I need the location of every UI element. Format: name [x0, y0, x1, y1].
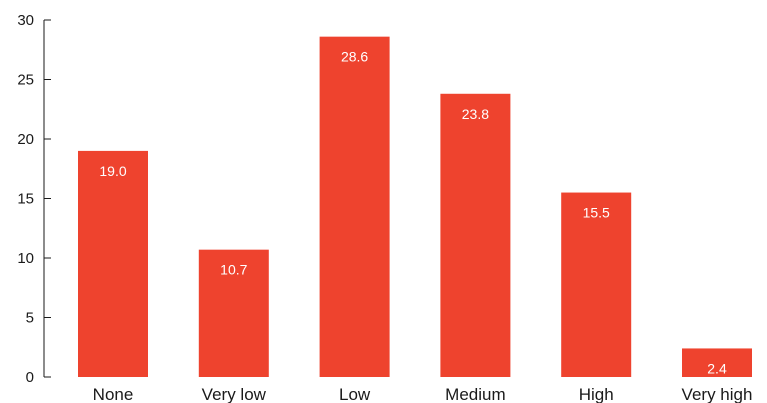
- y-tick-label: 10: [17, 250, 34, 267]
- bar-value-label: 10.7: [220, 262, 247, 278]
- x-category-label: Very high: [682, 385, 753, 403]
- x-category-label: Medium: [445, 385, 505, 403]
- bar-value-label: 28.6: [341, 49, 368, 65]
- bar-value-label: 2.4: [707, 360, 727, 376]
- bars: 19.0 10.7 28.6 23.8 15.5 2.4: [78, 36, 752, 377]
- bar: [440, 93, 511, 377]
- y-tick-label: 30: [17, 12, 34, 29]
- bar: [198, 249, 269, 377]
- bar: [78, 150, 148, 377]
- bar-value-label: 19.0: [99, 163, 126, 179]
- y-tick-label: 20: [17, 131, 34, 148]
- x-category-label: Very low: [202, 385, 267, 403]
- y-axis: 0 5 10 15 20 25 30: [17, 12, 51, 386]
- x-category-label: None: [93, 385, 134, 403]
- bar-value-label: 15.5: [583, 205, 610, 221]
- x-category-label: Low: [339, 385, 371, 403]
- y-tick-label: 0: [26, 369, 34, 386]
- y-tick-label: 5: [26, 310, 34, 327]
- y-tick-label: 15: [17, 191, 34, 208]
- x-category-label: High: [579, 385, 614, 403]
- bar: [561, 192, 632, 377]
- bar-value-label: 23.8: [462, 106, 489, 122]
- bar: [319, 36, 390, 377]
- y-tick-label: 25: [17, 72, 34, 89]
- bar: [682, 348, 752, 377]
- x-axis: None Very low Low Medium High Very high: [93, 385, 753, 403]
